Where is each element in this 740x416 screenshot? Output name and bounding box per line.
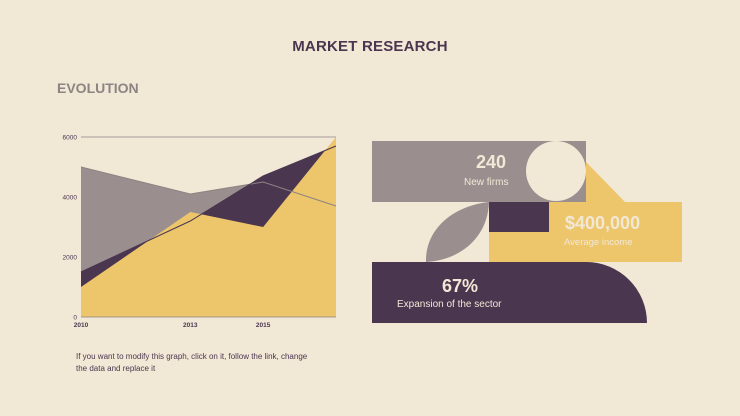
stat3-value: 67% bbox=[442, 276, 479, 296]
chart-axes: 0 2000 4000 6000 2010 2013 2015 bbox=[63, 135, 336, 329]
stat2-value: $400,000 bbox=[565, 213, 641, 233]
section-subtitle: EVOLUTION bbox=[57, 80, 139, 96]
line-series-1 bbox=[80, 166, 337, 207]
x-tick-label: 2010 bbox=[74, 322, 89, 329]
stat3-label: Expansion of the sector bbox=[397, 299, 502, 310]
line-series-2 bbox=[80, 145, 337, 273]
stat1-label: New firms bbox=[464, 177, 509, 188]
chart-areas bbox=[81, 137, 336, 317]
stat2-label: Average income bbox=[564, 237, 633, 248]
x-tick-label: 2015 bbox=[256, 322, 271, 329]
x-tick-label: 2013 bbox=[183, 322, 198, 329]
area-series-3 bbox=[81, 137, 336, 317]
y-tick-label: 0 bbox=[73, 315, 77, 322]
stat1-value: 240 bbox=[476, 152, 507, 172]
y-tick-label: 2000 bbox=[63, 255, 78, 262]
chart-lines bbox=[80, 145, 337, 273]
y-tick-label: 4000 bbox=[63, 195, 78, 202]
slide-title: MARKET RESEARCH bbox=[292, 38, 448, 55]
y-tick-label: 6000 bbox=[63, 135, 78, 142]
instruction-note: If you want to modify this graph, click … bbox=[76, 352, 308, 373]
